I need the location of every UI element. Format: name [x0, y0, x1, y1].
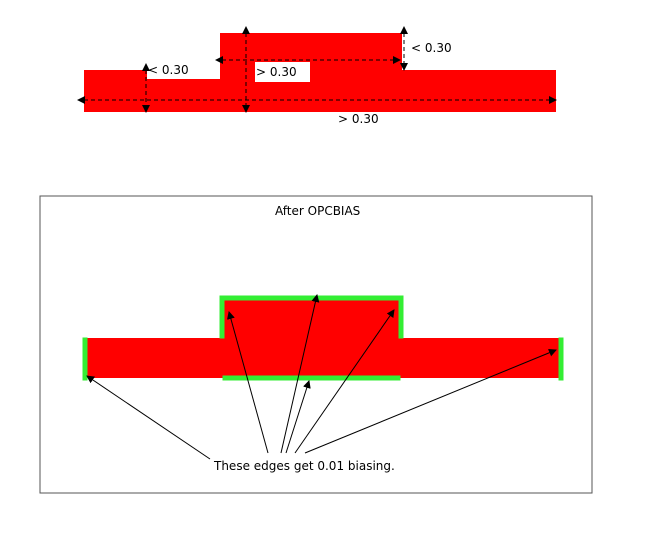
arrow-to-top-left-corner — [227, 311, 269, 454]
top-diagram: < 0.30 > 0.30 < 0.30 > 0.30 — [77, 26, 557, 126]
biased-edge-top — [219, 295, 404, 339]
bottom-panel: After OPCBIAS These edges get 0.01 biasi… — [39, 195, 593, 494]
top-red-shape — [84, 33, 556, 112]
arrow-to-bottom-edge — [285, 380, 311, 454]
bottom-red-shape — [84, 298, 561, 378]
dim-label-center: > 0.30 — [256, 65, 297, 79]
top-label-window-left — [147, 62, 203, 79]
arrow-to-right-edge — [304, 348, 557, 454]
pointer-arrows — [86, 294, 557, 460]
biased-edges — [82, 295, 564, 381]
top-label-window-center — [255, 62, 310, 82]
annotation-text: These edges get 0.01 biasing. — [213, 459, 395, 473]
arrow-to-top-edge — [280, 294, 320, 454]
dim-label-right: < 0.30 — [411, 41, 452, 55]
dim-label-bottom: > 0.30 — [338, 112, 379, 126]
dim-label-left: < 0.30 — [148, 63, 189, 77]
arrow-to-top-right-corner — [294, 309, 395, 454]
arrow-to-left-edge — [86, 375, 211, 460]
top-dimension-lines — [77, 26, 557, 113]
panel-title: After OPCBIAS — [275, 204, 360, 218]
